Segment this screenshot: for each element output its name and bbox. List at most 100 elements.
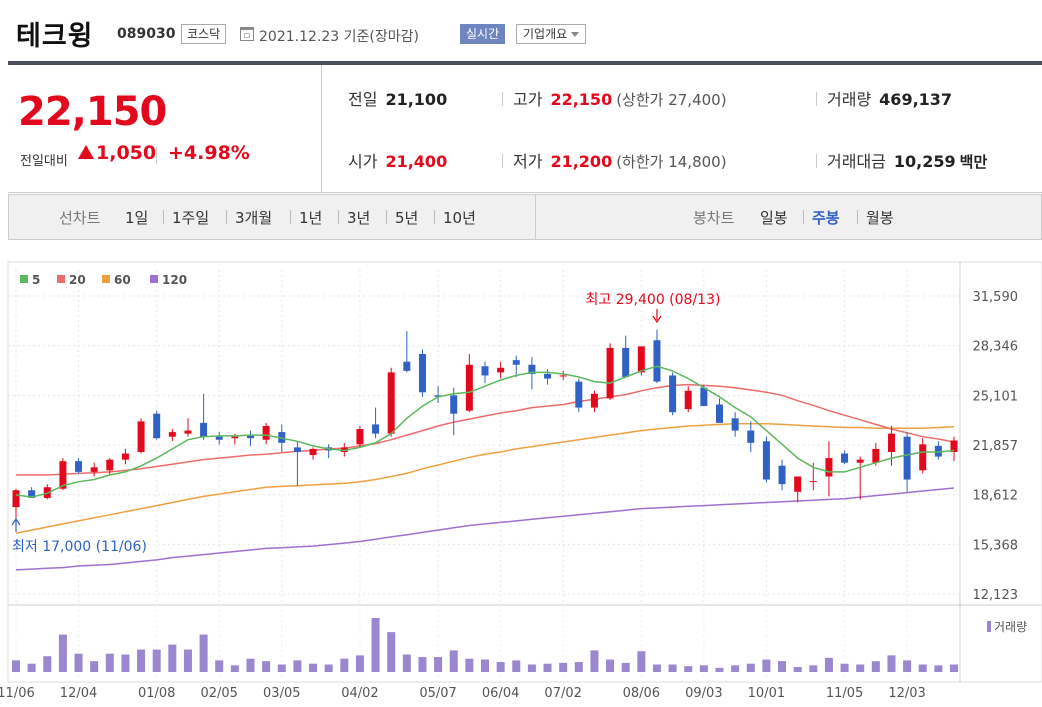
quote-panel: 22,150 전일대비 1,050 +4.98% 전일 21,100 고가 22,1… [8, 65, 1042, 193]
low-label: 저가 [513, 152, 543, 171]
x-tick-label: 06/04 [482, 686, 519, 701]
volume-bar [778, 661, 787, 672]
candle-body [684, 390, 692, 410]
volume-bar [699, 665, 708, 672]
tab-1y[interactable]: 1년 [299, 209, 323, 227]
volume-bar [465, 658, 474, 672]
candle-chart-label: 봉차트 [693, 209, 735, 227]
volume-bar [43, 656, 52, 672]
volume-bar [684, 666, 693, 672]
volume-legend-label: 거래량 [994, 620, 1027, 634]
x-tick-label: 08/06 [623, 686, 660, 701]
candle-body [168, 432, 176, 437]
tab-1d[interactable]: 1일 [125, 209, 149, 227]
candle-body [903, 436, 911, 480]
legend-label: 60 [114, 273, 131, 287]
legend-swatch [57, 275, 65, 283]
candle-body [309, 448, 317, 456]
compare-label: 전일대비 [20, 154, 68, 169]
volume-bar [934, 665, 943, 672]
tab-3y[interactable]: 3년 [347, 209, 371, 227]
ma20-line [16, 383, 955, 476]
x-tick-label: 03/05 [263, 686, 300, 701]
candle-body [606, 347, 614, 399]
company-overview-button[interactable]: 기업개요 [516, 24, 587, 44]
tab-5y[interactable]: 5년 [395, 209, 419, 227]
low-value: 21,200 [550, 152, 613, 171]
amount-label: 거래대금 [827, 152, 886, 171]
y-tick-label: 18,612 [973, 489, 1019, 504]
volume-bar [543, 663, 552, 672]
prev-close: 전일 21,100 [348, 86, 447, 110]
volume-bar [230, 665, 239, 672]
candle-body [872, 448, 880, 463]
prev-close-label: 전일 [348, 90, 378, 109]
candle-body [825, 458, 833, 477]
x-tick-label: 07/02 [544, 686, 581, 701]
high-value: 22,150 [550, 90, 613, 109]
x-tick-label: 10/01 [748, 686, 785, 701]
candle-body [590, 393, 598, 408]
volume-bar [355, 655, 364, 672]
stock-header: 테크윙 089030 코스닥 2021.12.23 기준(장마감) 실시간 기업… [0, 0, 1042, 62]
tab-daily[interactable]: 일봉 [760, 209, 788, 227]
low-arrow-head [11, 517, 21, 526]
header-divider [8, 61, 1042, 65]
volume-bar [793, 667, 802, 672]
candle-body [28, 490, 36, 498]
open-value: 21,400 [385, 152, 448, 171]
volume-bar [918, 664, 927, 672]
candle-body [481, 366, 489, 376]
candle-body [153, 413, 161, 439]
volume-bar [887, 655, 896, 672]
tab-divider [338, 210, 339, 224]
y-tick-label: 15,368 [973, 538, 1019, 553]
volume-bar [246, 658, 255, 672]
candle-body [106, 459, 114, 471]
volume-bar [652, 664, 661, 672]
volume-bar [105, 653, 114, 672]
volume-value: 469,137 [879, 90, 953, 109]
candle-body [809, 481, 817, 483]
candle-body [747, 430, 755, 443]
volume-bar [606, 659, 615, 672]
volume-bar [168, 644, 177, 672]
candle-body [528, 364, 536, 374]
volume-bar [668, 664, 677, 672]
low-annotation: 최저 17,000 (11/06) [12, 539, 147, 555]
tab-1w[interactable]: 1주일 [172, 209, 210, 227]
volume-bar [12, 660, 20, 672]
legend-label: 20 [69, 273, 86, 287]
lower-limit: (하한가 14,800) [616, 153, 727, 171]
company-overview-label: 기업개요 [523, 27, 568, 41]
candle-body [215, 436, 223, 440]
candle-body [121, 453, 129, 460]
volume-bar [621, 662, 630, 672]
realtime-button[interactable]: 실시간 [460, 24, 506, 44]
volume-bar [183, 649, 192, 672]
ma60-line [15, 422, 955, 534]
volume-bar [637, 651, 646, 672]
tab-10y[interactable]: 10년 [443, 209, 476, 227]
x-tick-label: 05/07 [419, 686, 456, 701]
tab-divider [434, 210, 435, 224]
candle-body [622, 347, 630, 377]
high-arrow-head [652, 315, 662, 324]
compare-divider [156, 147, 157, 164]
volume-label: 거래량 [827, 90, 872, 109]
candle-body [700, 387, 708, 407]
tab-monthly[interactable]: 월봉 [866, 209, 894, 227]
volume-bar [762, 659, 771, 672]
open-label: 시가 [348, 152, 378, 171]
tab-weekly[interactable]: 주봉 [812, 209, 840, 227]
tab-3m[interactable]: 3개월 [235, 209, 273, 227]
upper-limit: (상한가 27,400) [616, 91, 727, 109]
x-tick-label: 11/05 [826, 686, 863, 701]
cell-divider [502, 154, 503, 168]
low-price: 저가 21,200 (하한가 14,800) [502, 148, 727, 172]
volume-bar [903, 660, 912, 672]
y-tick-label: 21,857 [973, 439, 1019, 454]
candle-body [653, 340, 661, 382]
legend-label: 120 [162, 273, 187, 287]
volume-bar [58, 634, 67, 672]
